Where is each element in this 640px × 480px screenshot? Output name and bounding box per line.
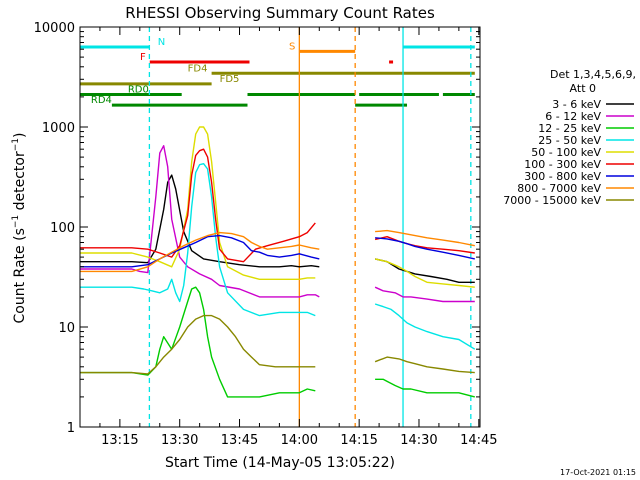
series-line — [80, 229, 475, 273]
x-tick-label: 14:15 — [340, 433, 377, 448]
x-tick-label: 14:30 — [400, 433, 437, 448]
series-line — [80, 163, 476, 350]
series-lines — [80, 126, 476, 398]
y-tick-label: 1 — [67, 421, 75, 436]
y-axis-label-mid: detector — [12, 151, 28, 215]
y-axis-label-end: ) — [12, 133, 28, 138]
y-axis-label-base: Count Rate (s — [12, 228, 28, 323]
flag-bar-label: FD5 — [220, 74, 240, 85]
x-tick-label: 13:15 — [101, 433, 138, 448]
series-line — [80, 286, 475, 398]
y-tick-label: 100 — [50, 221, 75, 236]
legend-label: 3 - 6 keV — [552, 98, 601, 111]
series-line — [80, 314, 475, 375]
y-tick-label: 1000 — [42, 121, 75, 136]
legend-label: 7000 - 15000 keV — [503, 194, 601, 207]
flag-bar-label: FD4 — [188, 63, 208, 74]
flag-bars: N S F FD4 FD5 RD0 RD4 — [80, 37, 475, 107]
legend-label: 100 - 300 keV — [524, 158, 601, 171]
flag-bar-label: RD0 — [128, 85, 149, 96]
y-axis-label-exponent-2: −1 — [11, 138, 21, 151]
legend-label: 800 - 7000 keV — [517, 182, 601, 195]
flag-bar-label: N — [158, 37, 165, 48]
legend-label: 300 - 800 keV — [524, 170, 601, 183]
y-axis-label-exponent: −1 — [11, 215, 21, 228]
x-tick-label: 13:45 — [221, 433, 258, 448]
y-axis-ticks: 1 10 100 1000 10000 — [34, 21, 480, 436]
x-axis-ticks: 13:15 13:30 13:45 14:00 14:15 14:30 14:45 — [99, 27, 498, 448]
legend-header-1: Det 1,3,4,5,6,9, — [550, 68, 636, 81]
chart-title: RHESSI Observing Summary Count Rates — [125, 4, 435, 22]
flag-bar-label: S — [289, 41, 295, 52]
flag-bar-label: RD4 — [91, 95, 112, 106]
legend-label: 6 - 12 keV — [545, 110, 601, 123]
series-line — [80, 145, 475, 303]
time-markers — [148, 27, 472, 427]
x-axis-label: Start Time (14-May-05 13:05:22) — [165, 455, 395, 471]
x-tick-label: 14:45 — [460, 433, 497, 448]
legend-label: 50 - 100 keV — [531, 146, 601, 159]
series-line — [80, 126, 475, 288]
legend-label: 12 - 25 keV — [538, 122, 601, 135]
x-tick-label: 14:00 — [281, 433, 318, 448]
y-tick-label: 10000 — [34, 21, 75, 36]
y-tick-label: 10 — [58, 321, 75, 336]
y-axis-label: Count Rate (s−1 detector−1) — [11, 133, 28, 324]
flag-bar-label: F — [140, 52, 146, 63]
legend-label: 25 - 50 keV — [538, 134, 601, 147]
footer-date: 17-Oct-2021 01:15 — [560, 468, 636, 477]
legend-header-2: Att 0 — [570, 82, 596, 95]
x-tick-label: 13:30 — [161, 433, 198, 448]
